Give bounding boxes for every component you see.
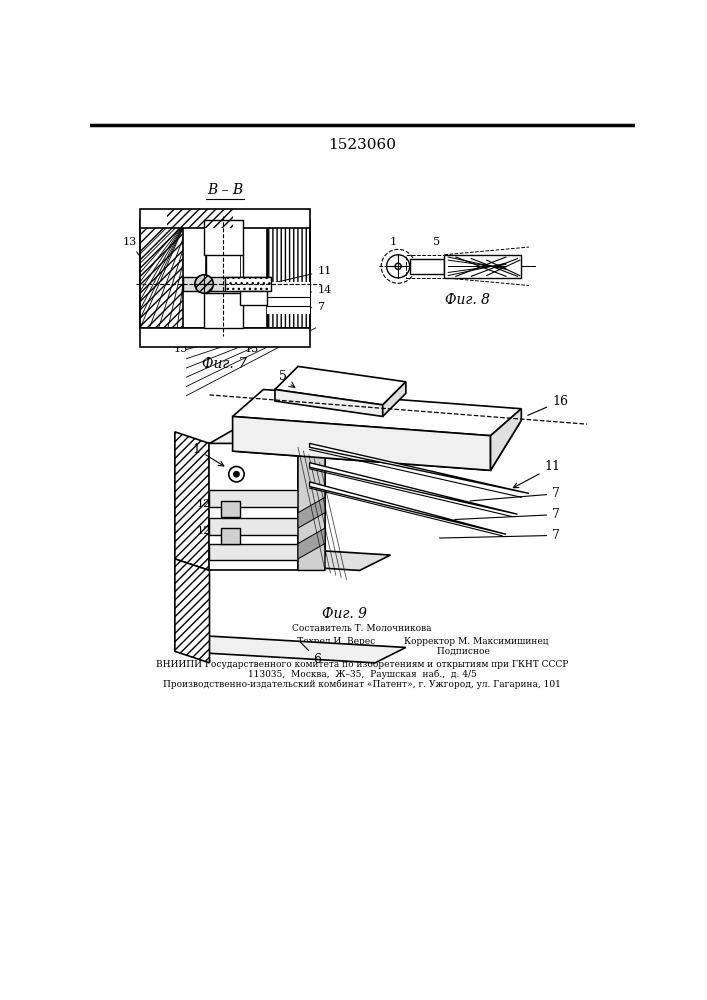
- Bar: [240, 220, 267, 328]
- Bar: [444, 255, 521, 278]
- Bar: [206, 220, 240, 328]
- Text: 14: 14: [271, 285, 332, 297]
- Text: 6: 6: [300, 642, 322, 666]
- Text: 7: 7: [271, 302, 325, 312]
- Text: В – В: В – В: [206, 183, 243, 197]
- Polygon shape: [298, 497, 325, 528]
- Polygon shape: [175, 559, 209, 663]
- Text: Производственно-издательский комбинат «Патент», г. Ужгород, ул. Гагарина, 101: Производственно-издательский комбинат «П…: [163, 680, 561, 689]
- Text: 12: 12: [197, 499, 211, 509]
- Bar: [140, 220, 187, 328]
- Circle shape: [234, 472, 239, 477]
- Polygon shape: [175, 636, 406, 663]
- Text: Заказ 6910/1               Тираж 621                Подписное: Заказ 6910/1 Тираж 621 Подписное: [235, 647, 489, 656]
- Polygon shape: [310, 463, 518, 514]
- Bar: [240, 220, 267, 328]
- Bar: [209, 518, 298, 535]
- Bar: [182, 277, 271, 291]
- Text: 11: 11: [513, 460, 561, 488]
- Text: 11: 11: [271, 266, 332, 283]
- Polygon shape: [233, 401, 521, 470]
- Bar: [225, 277, 271, 291]
- Text: Редактор А. Козориз        Техред И. Верес          Корректор М. Максимишинец: Редактор А. Козориз Техред И. Верес Корр…: [175, 637, 549, 646]
- Bar: [267, 220, 310, 328]
- Bar: [182, 220, 206, 328]
- Polygon shape: [175, 544, 390, 570]
- Bar: [140, 220, 187, 328]
- Bar: [406, 255, 448, 278]
- Text: 13: 13: [245, 344, 259, 354]
- Text: 16: 16: [527, 395, 568, 415]
- Polygon shape: [221, 528, 240, 544]
- Bar: [204, 293, 243, 328]
- Bar: [409, 259, 444, 274]
- Text: 1: 1: [389, 237, 397, 247]
- Text: Фиг. 7: Фиг. 7: [202, 357, 247, 371]
- Bar: [267, 220, 310, 328]
- Polygon shape: [209, 428, 325, 443]
- Polygon shape: [310, 443, 529, 493]
- Polygon shape: [175, 432, 209, 570]
- Polygon shape: [233, 416, 491, 470]
- Text: ВНИИПИ Государственного комитета по изобретениям и открытиям при ГКНТ СССР: ВНИИПИ Государственного комитета по изоб…: [156, 660, 568, 669]
- Text: 113035,  Москва,  Ж–35,  Раушская  наб.,  д. 4/5: 113035, Москва, Ж–35, Раушская наб., д. …: [247, 670, 477, 679]
- Text: 13: 13: [122, 237, 141, 258]
- Text: 5: 5: [433, 237, 440, 247]
- Bar: [182, 277, 271, 291]
- Bar: [209, 490, 298, 507]
- Bar: [209, 544, 298, 560]
- Bar: [182, 220, 206, 328]
- Text: 1523060: 1523060: [328, 138, 396, 152]
- Text: 5: 5: [279, 370, 286, 383]
- Text: 1: 1: [192, 443, 224, 466]
- Bar: [140, 328, 310, 347]
- Polygon shape: [275, 389, 382, 416]
- Polygon shape: [275, 366, 406, 405]
- Polygon shape: [221, 501, 240, 517]
- Text: Фиг. 8: Фиг. 8: [445, 293, 490, 307]
- Bar: [267, 282, 310, 314]
- Bar: [225, 277, 271, 291]
- Polygon shape: [310, 482, 506, 534]
- Polygon shape: [298, 528, 325, 559]
- Text: 15: 15: [174, 344, 188, 354]
- Polygon shape: [382, 382, 406, 416]
- Text: Фиг. 9: Фиг. 9: [322, 607, 367, 621]
- Bar: [140, 209, 310, 228]
- Polygon shape: [491, 409, 521, 470]
- Polygon shape: [298, 432, 325, 570]
- Text: 7: 7: [470, 487, 560, 501]
- Bar: [209, 443, 298, 570]
- Polygon shape: [298, 428, 325, 570]
- Bar: [240, 291, 267, 305]
- Circle shape: [195, 275, 214, 293]
- Bar: [204, 220, 243, 255]
- Text: Составитель Т. Молочникова: Составитель Т. Молочникова: [292, 624, 432, 633]
- Polygon shape: [233, 389, 521, 436]
- Text: 7: 7: [455, 508, 560, 521]
- Text: 12: 12: [197, 526, 211, 536]
- Text: 7: 7: [440, 529, 560, 542]
- Bar: [167, 209, 233, 228]
